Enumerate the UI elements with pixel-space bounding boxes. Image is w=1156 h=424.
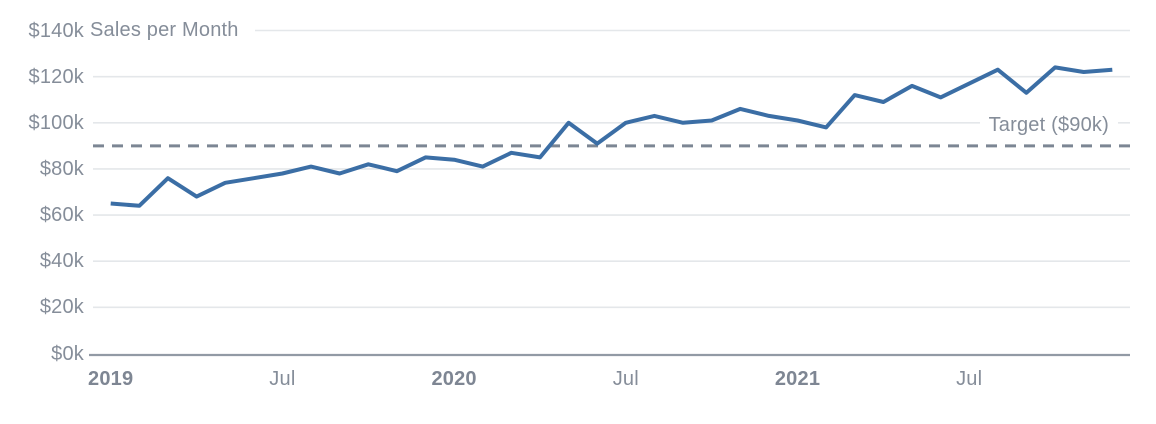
x-tick-label: Jul [269, 368, 296, 390]
x-tick-label: 2021 [774, 368, 821, 390]
x-tick-label: 2020 [431, 368, 477, 390]
x-tick-label: 2019 [88, 368, 134, 390]
y-tick-label: $0k [51, 342, 84, 365]
y-tick-label: $40k [39, 250, 84, 273]
chart-title: Sales per Month [90, 18, 255, 42]
x-tick-label: Jul [612, 368, 639, 390]
sales-series-line [110, 65, 1113, 208]
y-tick-label: $80k [39, 157, 84, 180]
y-tick-label: $20k [39, 296, 84, 319]
y-tick-label: $140k [28, 19, 84, 42]
x-tick-label: Jul [956, 368, 983, 390]
y-tick-label: $60k [39, 204, 84, 227]
y-tick-label: $120k [28, 65, 84, 88]
target-line-label: Target ($90k) [979, 113, 1118, 137]
y-tick-label: $100k [28, 111, 84, 134]
